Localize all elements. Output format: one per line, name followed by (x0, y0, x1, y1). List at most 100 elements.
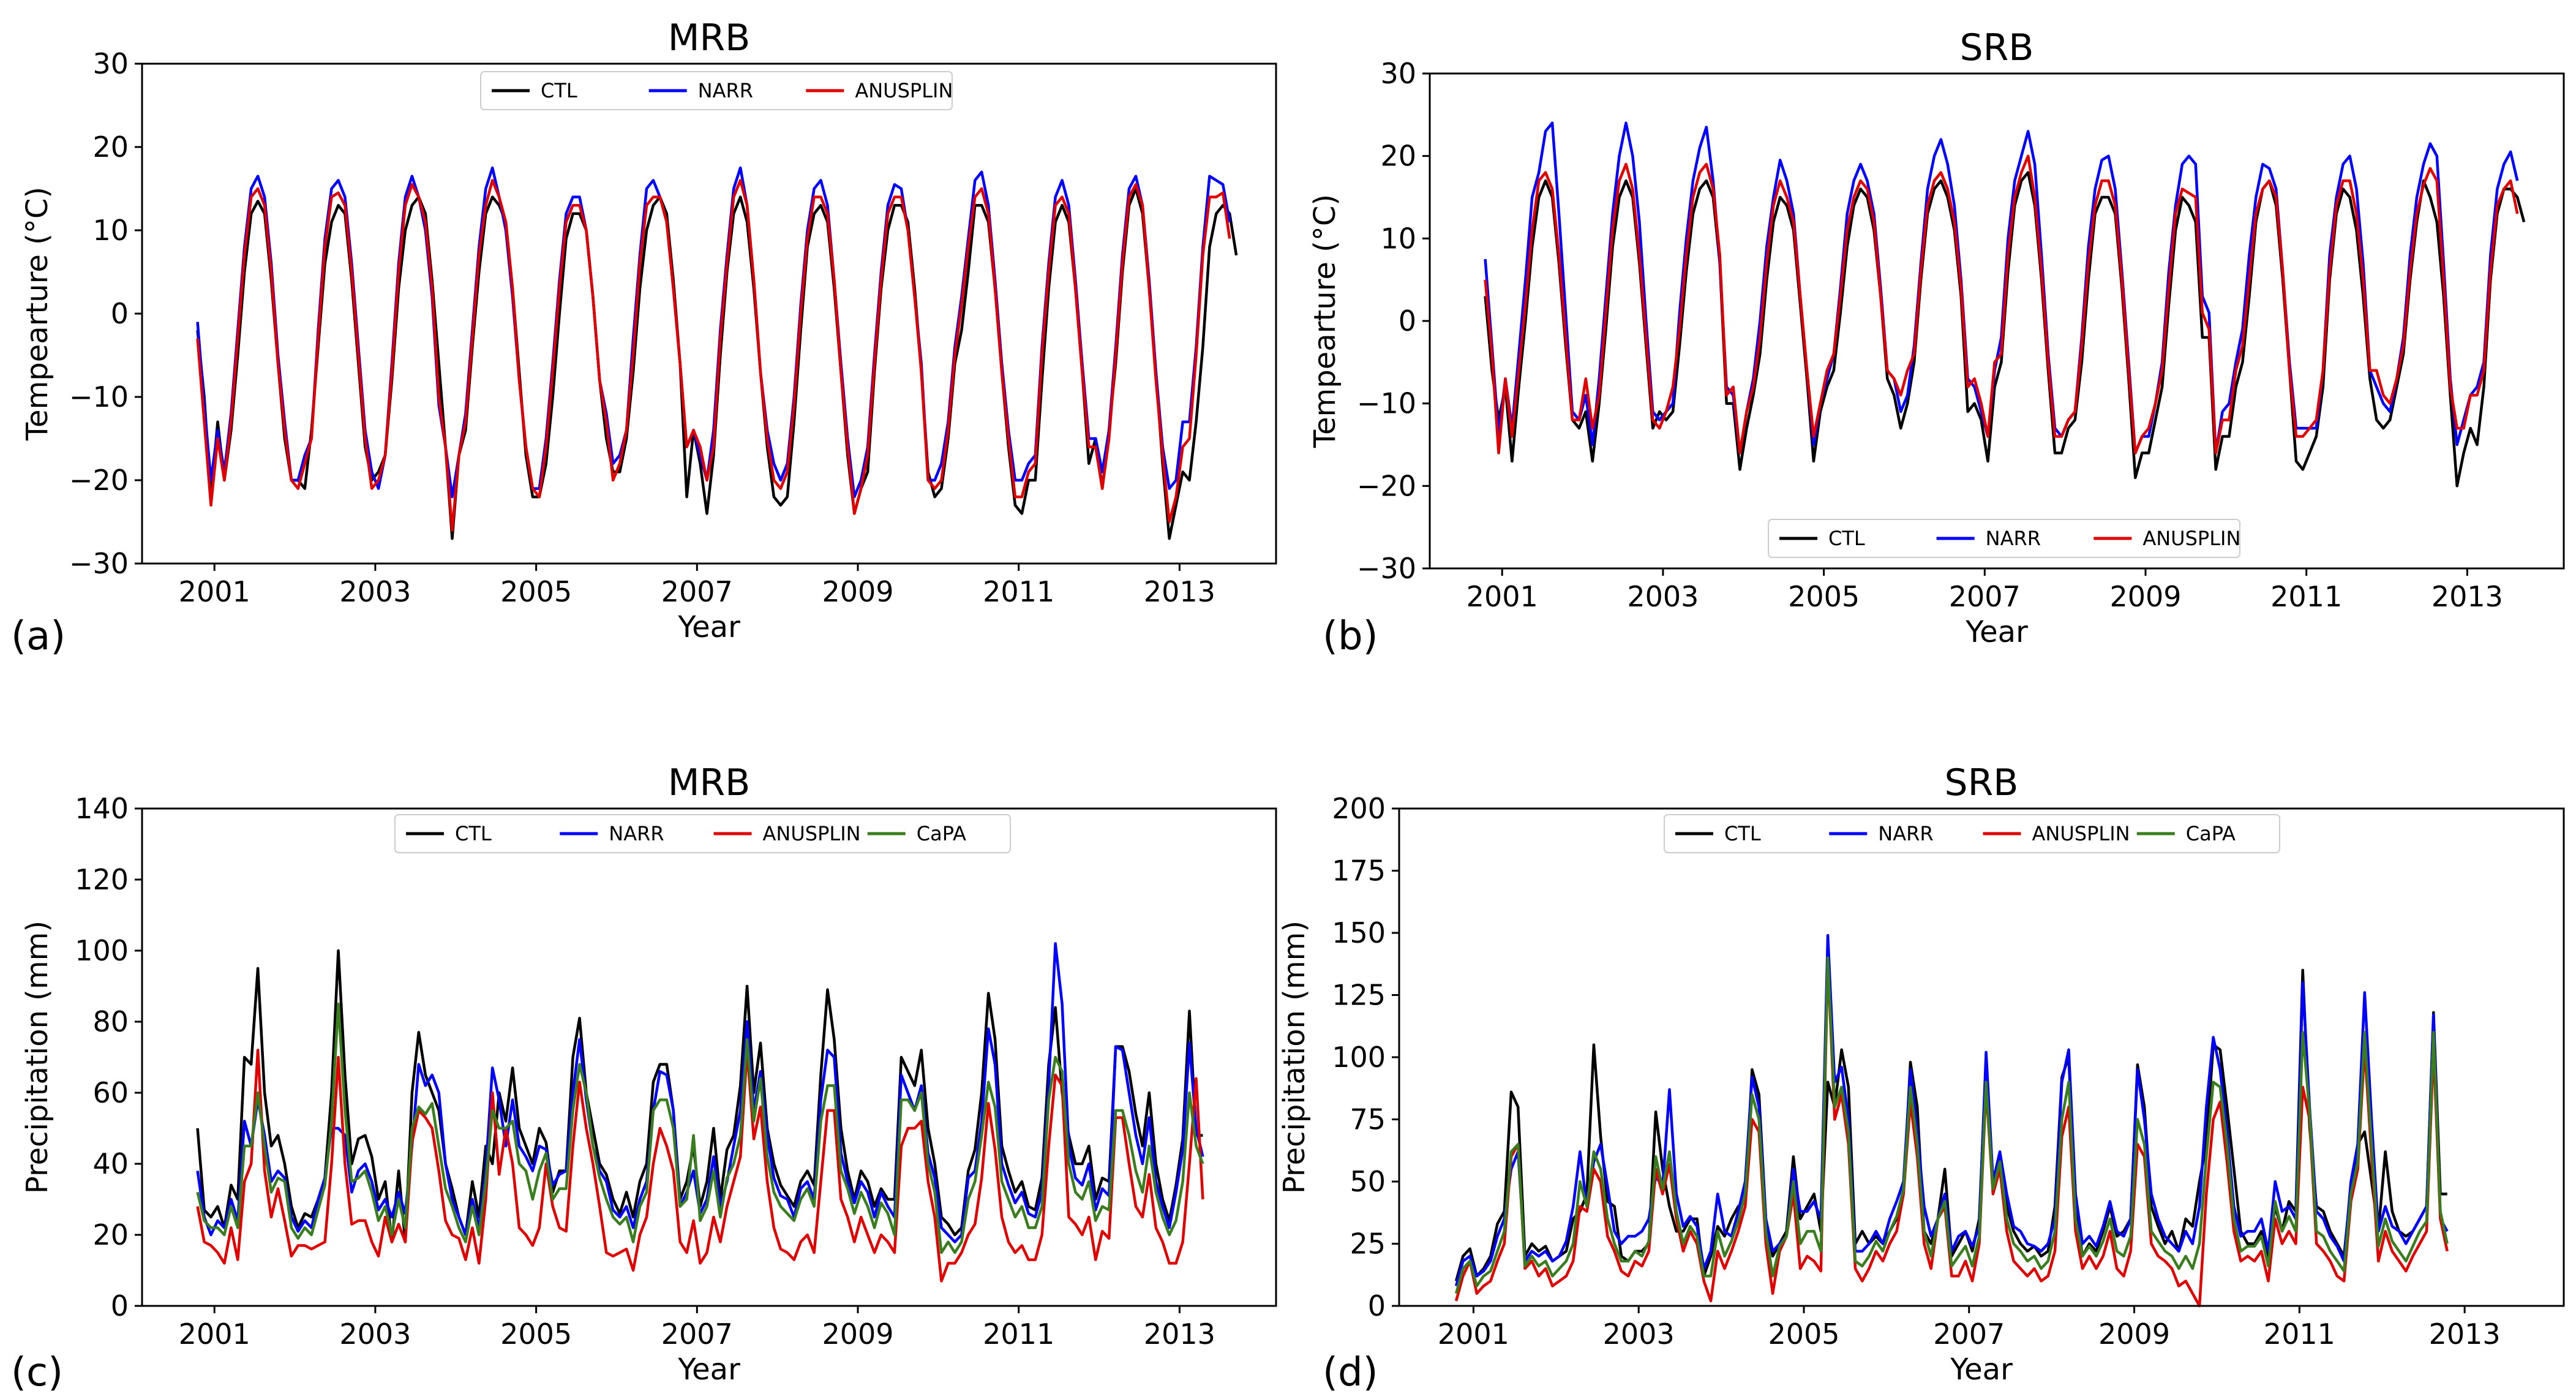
legend: CTL NARR ANUSPLIN (1768, 519, 2240, 558)
y-tick-label: 200 (1332, 792, 1386, 825)
y-tick-label: 0 (1399, 304, 1416, 337)
x-tick-label: 2001 (1466, 580, 1538, 613)
x-tick-label: 2003 (1627, 580, 1699, 613)
chart-panel-c: 2001 2003 2005 2007 2009 2011 2013 0 20 40 60 80 100… (11, 761, 1277, 1395)
y-tick-label: 0 (111, 297, 129, 330)
x-axis-label: Year (1950, 1352, 2013, 1387)
x-tick-label: 2001 (179, 1318, 250, 1351)
y-tick-label: 0 (1368, 1289, 1386, 1322)
y-tick-label: 100 (1332, 1041, 1386, 1074)
x-axis-label: Year (677, 610, 740, 644)
y-tick-label: 10 (92, 214, 129, 247)
y-tick-label: −30 (1357, 552, 1416, 585)
x-tick-label: 2011 (2264, 1318, 2335, 1351)
x-tick-label: 2007 (1933, 1318, 2005, 1351)
y-tick-label: 60 (92, 1076, 129, 1109)
legend-label-anusplin: ANUSPLIN (763, 822, 861, 845)
x-tick-label: 2013 (2431, 580, 2503, 613)
y-axis-label: Tempearture (°C) (20, 187, 54, 441)
legend-label-ctl: CTL (455, 822, 492, 845)
series-group (196, 942, 1204, 1283)
legend-label-anusplin: ANUSPLIN (855, 79, 953, 102)
legend-label-narr: NARR (1986, 527, 2041, 550)
plot-frame (1429, 72, 2565, 570)
legend-label-narr: NARR (609, 822, 664, 845)
y-tick-label: 20 (1380, 140, 1416, 173)
legend: CTL NARR ANUSPLIN (480, 71, 953, 110)
y-tick-label: −10 (1357, 387, 1416, 420)
x-tick-label: 2011 (983, 1318, 1054, 1351)
y-tick-label: 30 (92, 47, 129, 80)
y-axis-label: Tempearture (°C) (1308, 194, 1342, 448)
chart-title: MRB (668, 17, 751, 59)
x-tick-label: 2011 (2270, 580, 2342, 613)
legend-box (1664, 814, 2280, 853)
panel-label: (c) (11, 1350, 63, 1395)
x-tick-label: 2005 (500, 575, 572, 608)
panel-label: (a) (11, 614, 66, 659)
x-tick-label: 2003 (339, 1318, 411, 1351)
series-line-narr (1454, 933, 2449, 1287)
series-line-anusplin (196, 1049, 1204, 1283)
x-tick-label: 2009 (822, 1318, 893, 1351)
x-tick-label: 2013 (1144, 575, 1215, 608)
x-tick-label: 2005 (500, 1318, 572, 1351)
legend-label-anusplin: ANUSPLIN (2142, 527, 2240, 550)
x-tick-label: 2007 (661, 1318, 733, 1351)
x-tick-label: 2009 (2109, 580, 2181, 613)
y-axis-label: Precipitation (mm) (1277, 921, 1312, 1194)
y-tick-label: 20 (92, 1218, 129, 1251)
series-line-capa (196, 1002, 1204, 1254)
y-tick-label: 10 (1380, 222, 1416, 255)
legend-label-narr: NARR (1878, 822, 1933, 845)
x-tick-label: 2009 (822, 575, 893, 608)
chart-panel-a: 2001 2003 2005 2007 2009 2011 2013 −30 −20 −10 0 10… (11, 17, 1277, 659)
legend-box (394, 814, 1011, 853)
legend-box (1768, 519, 2240, 558)
legend-label-capa: CaPA (2186, 822, 2236, 845)
y-tick-label: 140 (75, 792, 129, 825)
legend-label-ctl: CTL (1828, 527, 1865, 550)
legend: CTL NARR ANUSPLIN CaPA (394, 814, 1011, 853)
panel-label: (d) (1323, 1350, 1378, 1395)
y-tick-label: −10 (69, 380, 129, 413)
x-tick-label: 2013 (1144, 1318, 1215, 1351)
x-tick-label: 2009 (2098, 1318, 2170, 1351)
series-line-anusplin (196, 179, 1231, 532)
legend-label-capa: CaPA (917, 822, 966, 845)
y-tick-label: 100 (75, 934, 129, 967)
y-tick-label: −20 (1357, 469, 1416, 502)
series-line-anusplin (1454, 959, 2449, 1308)
series-line-anusplin (1484, 154, 2519, 454)
y-tick-label: 75 (1350, 1103, 1386, 1136)
panel-label: (b) (1323, 614, 1378, 659)
y-tick-label: 50 (1350, 1165, 1386, 1198)
y-tick-label: 150 (1332, 916, 1386, 949)
y-axis-label: Precipitation (mm) (20, 921, 54, 1194)
y-tick-label: 0 (111, 1289, 129, 1322)
x-tick-label: 2001 (1438, 1318, 1509, 1351)
y-tick-label: 30 (1380, 57, 1416, 90)
x-axis-label: Year (1965, 615, 2028, 649)
legend-label-narr: NARR (698, 79, 753, 102)
x-tick-label: 2003 (339, 575, 411, 608)
plot-frame (141, 807, 1277, 1307)
y-tick-label: 125 (1332, 979, 1386, 1012)
x-tick-label: 2001 (179, 575, 250, 608)
series-group (1484, 121, 2526, 488)
x-tick-label: 2005 (1768, 1318, 1839, 1351)
chart-panel-b: 2001 2003 2005 2007 2009 2011 2013 −30 −20 −10 0 10… (1308, 26, 2565, 659)
chart-title: SRB (1960, 26, 2034, 69)
chart-title: SRB (1945, 761, 2019, 804)
chart-panel-d: 2001 2003 2005 2007 2009 2011 2013 0 25 50 75 100 12… (1277, 761, 2565, 1395)
x-tick-label: 2003 (1603, 1318, 1675, 1351)
x-tick-label: 2011 (983, 575, 1054, 608)
y-tick-label: 80 (92, 1005, 129, 1038)
chart-title: MRB (668, 761, 751, 804)
y-tick-label: −30 (69, 547, 129, 580)
y-tick-label: 25 (1350, 1227, 1386, 1261)
series-group (1454, 933, 2449, 1308)
series-group (196, 166, 1238, 540)
y-tick-label: 120 (75, 863, 129, 896)
